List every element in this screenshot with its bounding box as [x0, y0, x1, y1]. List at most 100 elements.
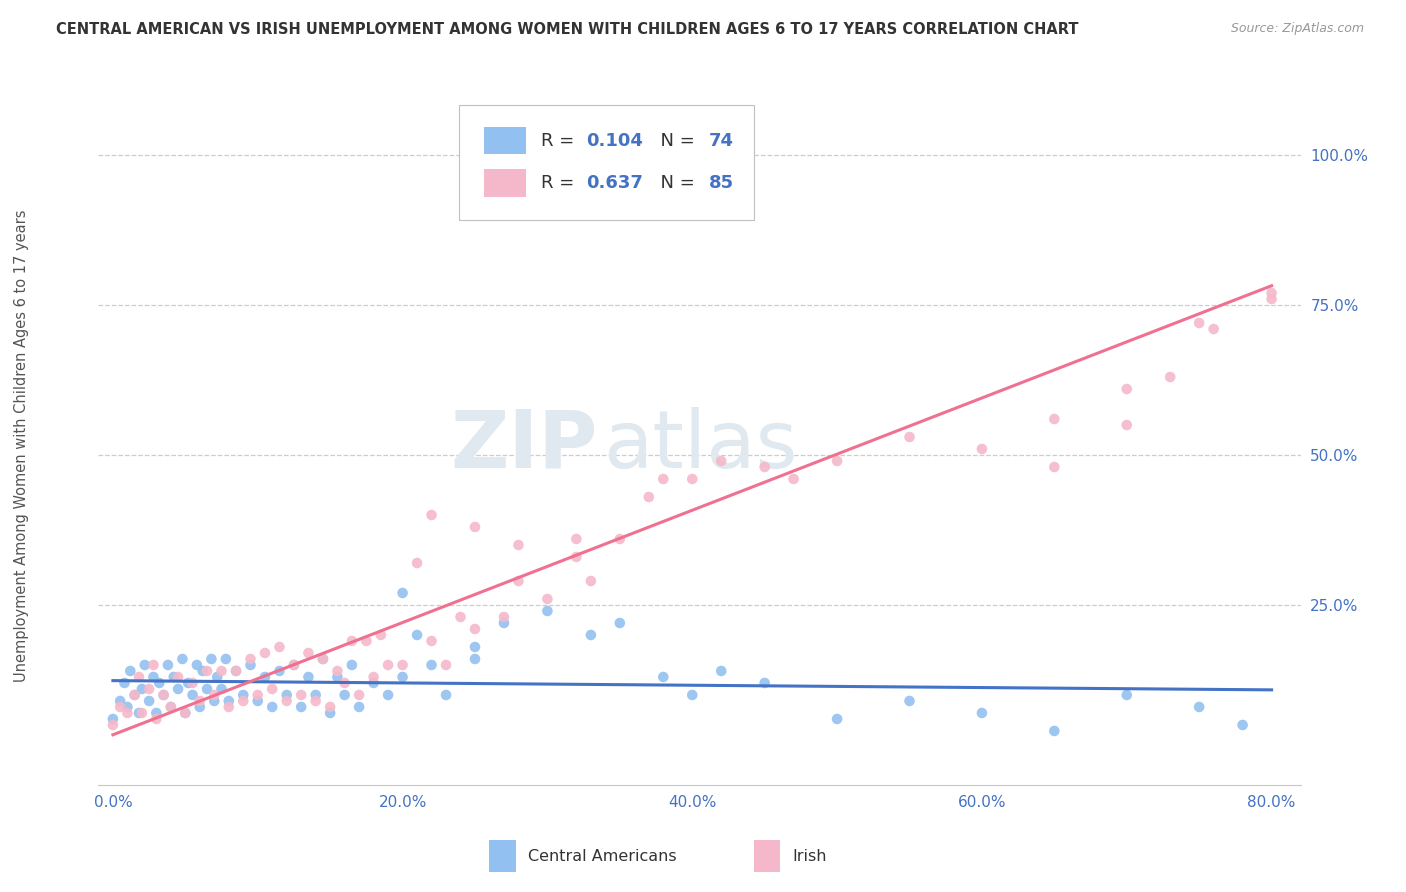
Point: [276, 688, 298, 702]
Point: [565, 532, 588, 546]
Point: [420, 657, 443, 672]
Point: [492, 610, 515, 624]
Point: [117, 706, 139, 720]
Point: [1260, 292, 1282, 306]
Point: [1043, 723, 1066, 738]
Point: [117, 700, 139, 714]
Point: [464, 652, 486, 666]
Point: [262, 681, 284, 696]
Point: [211, 664, 233, 678]
Point: [1043, 412, 1066, 426]
Point: [1260, 285, 1282, 300]
Point: [754, 676, 776, 690]
Point: [305, 694, 328, 708]
Point: [174, 706, 197, 720]
Point: [131, 681, 153, 696]
Point: [312, 652, 335, 666]
Point: [681, 472, 703, 486]
Point: [347, 688, 370, 702]
Point: [1188, 316, 1211, 330]
Point: [681, 688, 703, 702]
Point: [326, 670, 349, 684]
Point: [508, 538, 530, 552]
Point: [114, 676, 136, 690]
Point: [205, 670, 228, 684]
Point: [1188, 700, 1211, 714]
Point: [377, 688, 399, 702]
Point: [167, 670, 190, 684]
Point: [464, 520, 486, 534]
Point: [186, 657, 208, 672]
Text: N =: N =: [650, 174, 700, 192]
Point: [312, 652, 335, 666]
Point: [319, 700, 342, 714]
Point: [565, 549, 588, 564]
Point: [637, 490, 659, 504]
Point: [101, 712, 124, 726]
Text: Unemployment Among Women with Children Ages 6 to 17 years: Unemployment Among Women with Children A…: [14, 210, 28, 682]
Point: [239, 652, 262, 666]
Point: [188, 700, 211, 714]
Point: [142, 670, 165, 684]
Point: [160, 700, 183, 714]
Point: [239, 657, 262, 672]
Point: [202, 688, 225, 702]
Point: [333, 688, 356, 702]
Text: Central Americans: Central Americans: [527, 848, 676, 863]
Point: [434, 657, 457, 672]
Point: [215, 652, 238, 666]
FancyBboxPatch shape: [458, 105, 754, 220]
Point: [970, 706, 993, 720]
Point: [1362, 220, 1385, 235]
Point: [246, 694, 269, 708]
Point: [108, 700, 131, 714]
Point: [340, 657, 363, 672]
Point: [305, 688, 328, 702]
Point: [202, 694, 225, 708]
Point: [232, 694, 254, 708]
Text: CENTRAL AMERICAN VS IRISH UNEMPLOYMENT AMONG WOMEN WITH CHILDREN AGES 6 TO 17 YE: CENTRAL AMERICAN VS IRISH UNEMPLOYMENT A…: [56, 22, 1078, 37]
Point: [370, 628, 392, 642]
Point: [434, 688, 457, 702]
Point: [297, 646, 319, 660]
Point: [269, 664, 291, 678]
Point: [536, 604, 558, 618]
Point: [391, 586, 413, 600]
Point: [283, 657, 305, 672]
Point: [246, 688, 269, 702]
Point: [297, 670, 319, 684]
Point: [356, 634, 378, 648]
Point: [1115, 382, 1137, 396]
Point: [128, 706, 150, 720]
Point: [211, 681, 233, 696]
Point: [1202, 322, 1225, 336]
Point: [1333, 226, 1355, 240]
Text: Irish: Irish: [792, 848, 827, 863]
Point: [1115, 417, 1137, 432]
Point: [134, 657, 156, 672]
Point: [363, 670, 385, 684]
Point: [450, 610, 472, 624]
Point: [152, 688, 174, 702]
Point: [128, 670, 150, 684]
Point: [276, 694, 298, 708]
Point: [898, 694, 921, 708]
Text: 0.637: 0.637: [586, 174, 644, 192]
Point: [1376, 196, 1399, 211]
Point: [391, 670, 413, 684]
Point: [652, 472, 675, 486]
Text: 0.104: 0.104: [586, 132, 644, 150]
Point: [174, 706, 197, 720]
Point: [142, 657, 165, 672]
Point: [152, 688, 174, 702]
Point: [579, 574, 602, 588]
Point: [177, 676, 200, 690]
Point: [970, 442, 993, 456]
Point: [253, 670, 276, 684]
Point: [420, 634, 443, 648]
Point: [290, 700, 312, 714]
Point: [120, 664, 142, 678]
Point: [163, 670, 186, 684]
Point: [145, 706, 167, 720]
Point: [195, 681, 218, 696]
